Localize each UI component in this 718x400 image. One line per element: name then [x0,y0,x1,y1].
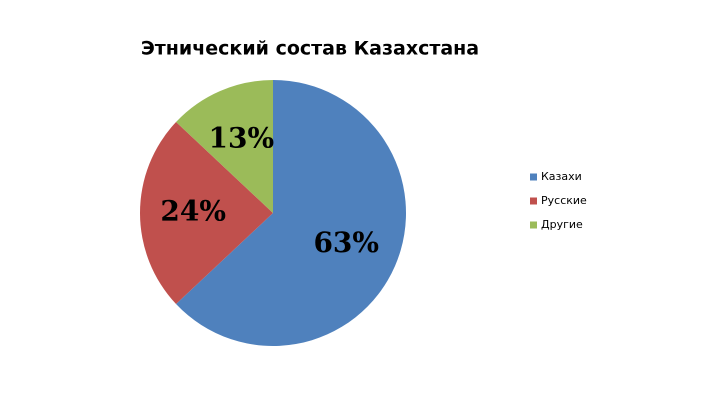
data-label: 24% [160,195,226,228]
legend-swatch [530,221,537,229]
pie-slice [176,80,407,346]
legend-swatch [530,173,537,181]
data-label: 63% [313,226,379,259]
legend-label: Русские [541,194,587,207]
chart-title: Этнический состав Казахстана [141,38,479,60]
legend-label: Другие [541,218,583,231]
legend-swatch [530,197,537,205]
pie-slice [176,80,273,213]
pie-slice [140,121,273,305]
data-label: 13% [209,121,275,154]
legend-label: Казахи [541,170,582,183]
